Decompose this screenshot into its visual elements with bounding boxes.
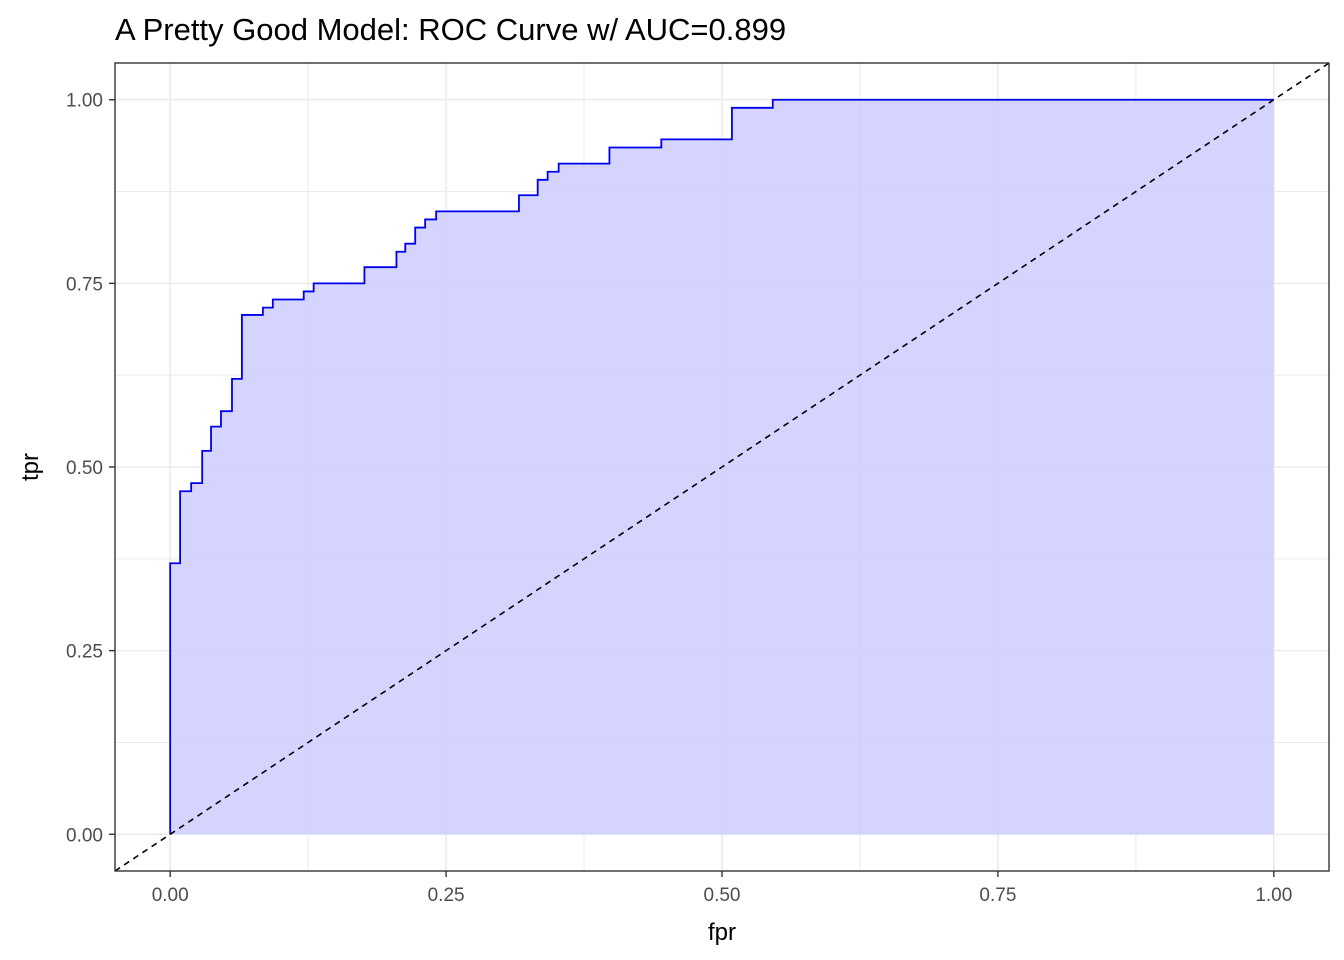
x-tick-label: 1.00 [1255, 885, 1292, 906]
plot-area: 0.00 0.25 0.50 0.75 1.00 0.00 0.25 0.50 0.75 1.00 [66, 62, 1330, 906]
y-tick-label: 0.25 [66, 642, 103, 663]
x-tick-label: 0.00 [152, 885, 189, 906]
y-axis-title: tpr [17, 453, 44, 481]
x-axis-title: fpr [708, 919, 736, 946]
y-tick-label: 0.75 [66, 274, 103, 295]
y-tick-label: 0.00 [66, 825, 103, 846]
chart-title: A Pretty Good Model: ROC Curve w/ AUC=0.… [115, 12, 786, 47]
x-tick-label: 0.50 [704, 885, 741, 906]
y-tick-label: 0.50 [66, 458, 103, 479]
x-tick-label: 0.75 [979, 885, 1016, 906]
roc-curve-line [169, 98, 1274, 835]
reference-diagonal-line [114, 62, 1330, 872]
y-tick-label: 1.00 [66, 91, 103, 112]
x-tick-label: 0.25 [428, 885, 465, 906]
